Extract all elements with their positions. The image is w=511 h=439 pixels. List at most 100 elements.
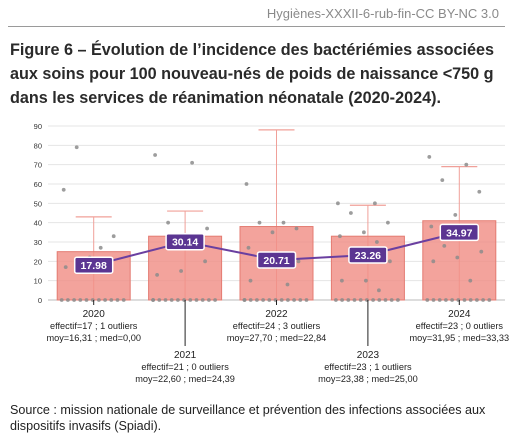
value-label: 20.71: [263, 255, 289, 267]
data-point: [257, 220, 262, 225]
x-tick-label: 2020: [83, 309, 106, 320]
data-point: [336, 201, 340, 206]
data-point: [346, 298, 351, 302]
data-point: [358, 298, 363, 302]
data-point: [431, 298, 436, 302]
data-point: [248, 278, 253, 283]
annotation-line1: effectif=17 ; 1 outliers: [50, 321, 138, 331]
data-point: [176, 298, 180, 302]
value-label: 30.14: [172, 237, 198, 249]
data-point: [479, 249, 484, 254]
figure-title: Figure 6 – Évolution de l’incidence des …: [10, 41, 495, 107]
annotation-line2: moy=16,31 ; med=0,00: [46, 333, 141, 343]
data-point: [377, 288, 381, 293]
annotation-line1: effectif=23 ; 1 outliers: [324, 362, 412, 372]
data-point: [427, 155, 432, 159]
data-point: [242, 298, 247, 302]
data-point: [255, 298, 259, 302]
data-point: [267, 298, 272, 302]
data-point: [157, 298, 162, 302]
value-label-box: [256, 251, 297, 269]
data-point: [244, 182, 249, 186]
data-point: [481, 298, 485, 302]
data-point: [396, 298, 400, 302]
data-point: [462, 298, 467, 302]
data-point: [340, 278, 344, 283]
data-point: [179, 269, 184, 273]
data-point: [349, 211, 353, 215]
figure-source: Source : mission nationale de surveillan…: [10, 403, 486, 433]
data-point: [373, 201, 377, 206]
data-point: [475, 298, 479, 302]
data-point: [155, 272, 160, 277]
data-point: [440, 178, 445, 183]
header-rule: [8, 26, 505, 27]
y-tick-label: 60: [34, 180, 42, 189]
data-point: [468, 278, 473, 283]
data-point: [281, 220, 286, 225]
data-point: [246, 245, 251, 250]
annotation-line2: moy=27,70 ; med=22,84: [227, 333, 327, 343]
data-point: [298, 298, 303, 302]
data-point: [248, 298, 253, 302]
value-label: 17.98: [81, 260, 107, 272]
data-point: [487, 298, 492, 302]
annotation-line1: effectif=24 ; 3 outliers: [233, 321, 321, 331]
data-point: [292, 298, 296, 302]
value-label: 23.26: [355, 250, 381, 262]
running-head: Hygiènes-XXXII-6-rub-fin-CC BY-NC 3.0: [266, 6, 499, 21]
data-point: [121, 298, 126, 302]
x-tick-label: 2024: [448, 309, 471, 320]
data-point: [377, 298, 382, 302]
data-point: [285, 282, 290, 287]
data-point: [442, 243, 447, 248]
y-tick-label: 80: [34, 141, 42, 150]
data-point: [431, 259, 436, 264]
data-point: [61, 187, 66, 192]
data-point: [213, 298, 218, 302]
data-point: [477, 189, 482, 194]
value-label-box: [165, 232, 205, 251]
data-point: [286, 298, 290, 302]
data-point: [207, 298, 211, 302]
data-point: [279, 298, 284, 302]
x-tick-label: 2023: [357, 350, 380, 361]
annotation-line2: moy=22,60 ; med=24,39: [135, 374, 235, 384]
data-point: [66, 298, 70, 302]
data-point: [455, 255, 460, 260]
data-point: [429, 224, 434, 229]
data-point: [375, 240, 379, 244]
value-label-box: [348, 246, 388, 264]
annotation-line2: moy=31,95 ; med=33,33: [409, 333, 509, 343]
data-point: [270, 230, 275, 235]
data-point: [84, 298, 89, 302]
data-point: [115, 298, 120, 302]
annotation-line1: effectif=23 ; 0 outliers: [416, 321, 504, 331]
data-point: [383, 298, 388, 302]
data-point: [296, 259, 301, 264]
value-label: 34.97: [446, 227, 472, 239]
data-point: [444, 298, 448, 302]
value-label-box: [73, 256, 114, 274]
data-point: [153, 153, 158, 157]
data-point: [450, 298, 454, 302]
data-point: [294, 226, 299, 231]
data-point: [200, 298, 205, 302]
data-point: [389, 298, 394, 302]
data-point: [151, 298, 156, 302]
y-tick-label: 30: [34, 238, 42, 247]
data-point: [425, 298, 430, 302]
data-point: [163, 298, 168, 302]
data-point: [362, 230, 366, 235]
y-tick-label: 0: [38, 296, 42, 305]
y-tick-label: 50: [34, 199, 42, 208]
data-point: [109, 298, 114, 302]
bar-2023: [330, 235, 405, 301]
y-tick-label: 40: [34, 219, 42, 228]
data-point: [169, 298, 174, 302]
data-point: [98, 245, 103, 250]
data-point: [338, 234, 342, 239]
x-tick-label: 2021: [174, 350, 197, 361]
data-point: [203, 259, 208, 264]
data-point: [334, 298, 338, 302]
